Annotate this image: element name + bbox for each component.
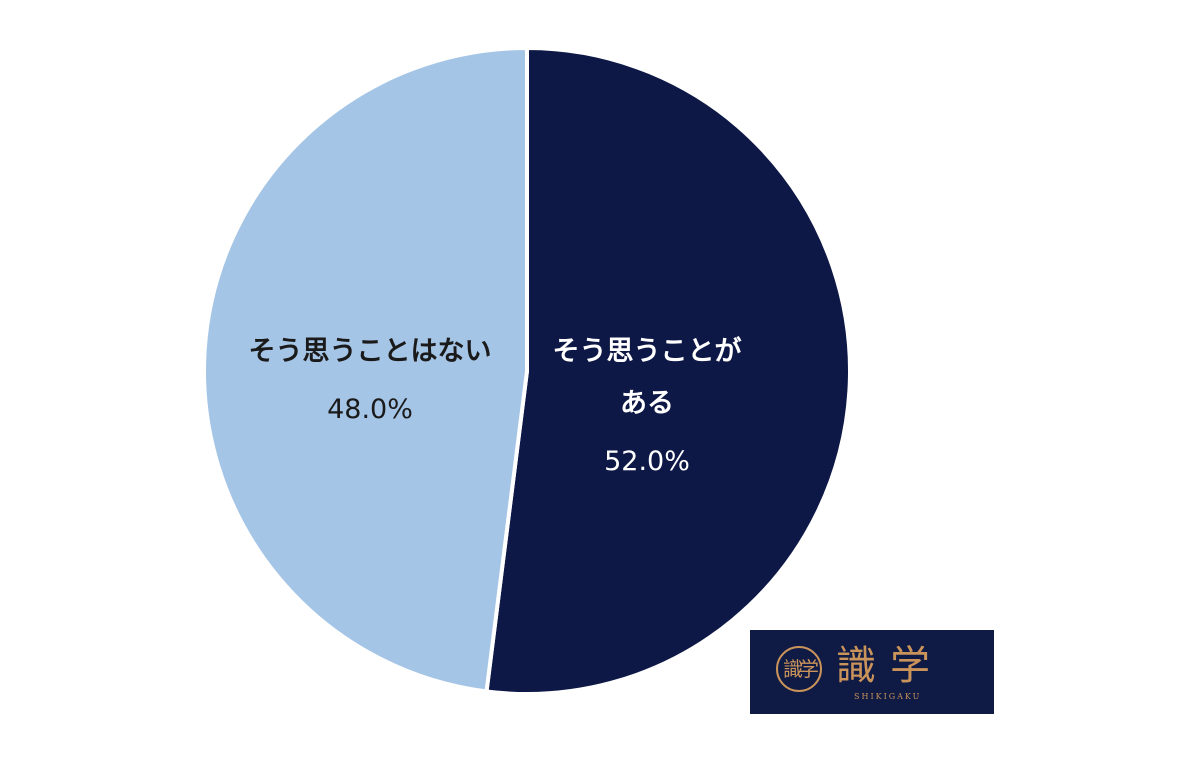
pie-slice-2 [202,46,529,694]
slice-1-label-line-1: そう思うことが [553,335,742,367]
pie-slice-1 [484,46,852,696]
slice-1-value-label: 52.0% [604,446,690,477]
slice-1-label-line-2: ある [620,388,674,419]
slice-2-value-label: 48.0% [327,394,413,425]
logo-seal-icon: 識学 [776,646,822,692]
shikigaku-logo: 識学 識学 SHIKIGAKU [750,630,994,714]
slice-2-label-line-1: そう思うことはない [249,336,492,367]
logo-romanization: SHIKIGAKU [854,692,922,701]
logo-wordmark: 識学 [836,643,944,689]
pie-slices [202,46,852,696]
